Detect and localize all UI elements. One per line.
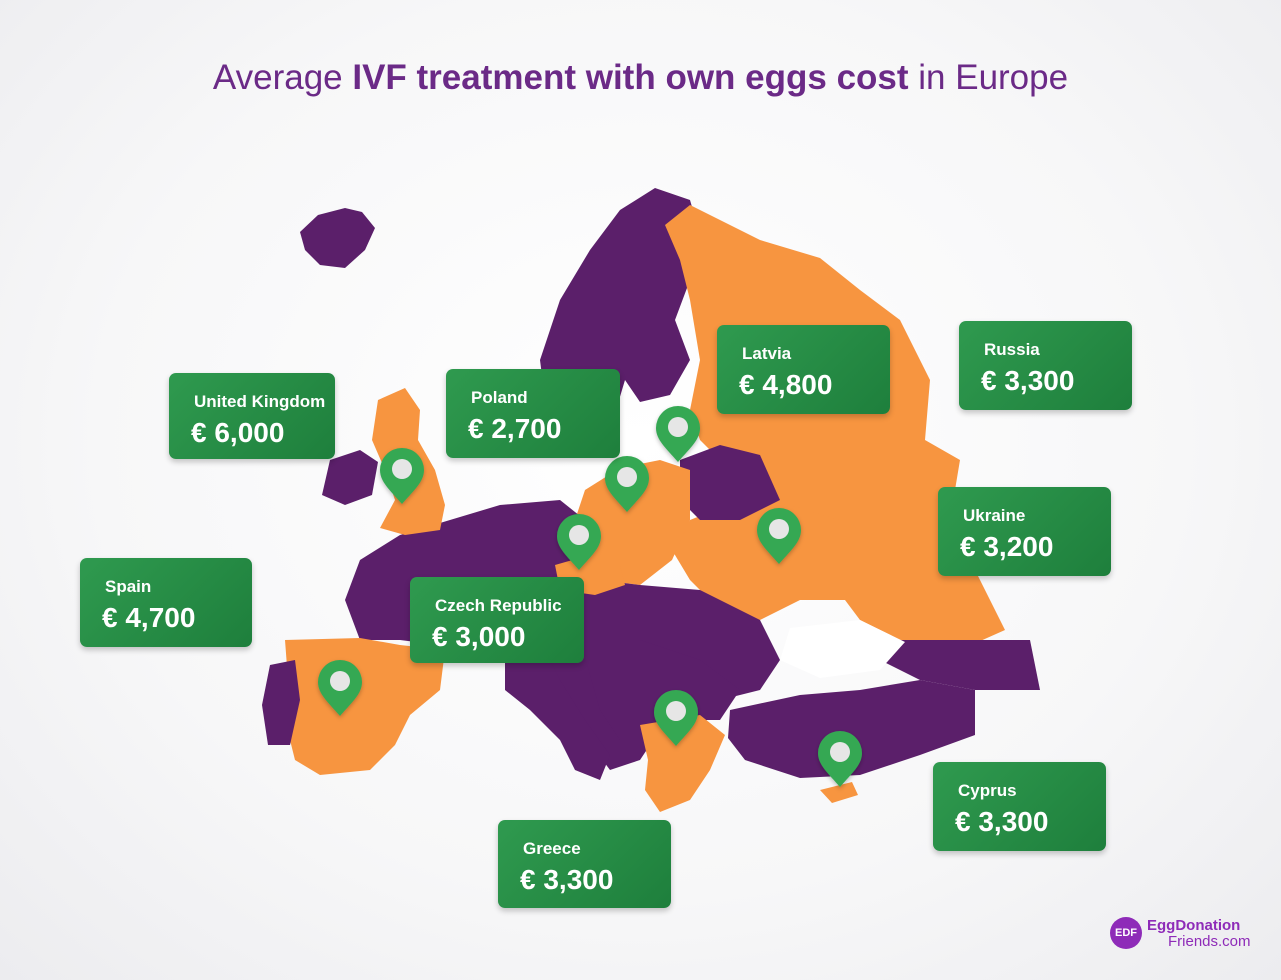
- pin-latvia-icon: [656, 406, 700, 462]
- card-price: € 3,200: [960, 531, 1054, 562]
- card-country: Latvia: [742, 344, 792, 363]
- title-suffix: in Europe: [908, 58, 1069, 97]
- russia-region: [665, 205, 1005, 650]
- page-title: Average IVF treatment with own eggs cost…: [0, 58, 1281, 98]
- card-country: Poland: [471, 388, 528, 407]
- card-price: € 3,300: [981, 365, 1075, 396]
- card-price: € 4,700: [102, 602, 196, 633]
- card-price: € 3,000: [432, 621, 526, 652]
- poland-region: [575, 460, 690, 585]
- card-uk: United Kingdom € 6,000: [169, 373, 335, 459]
- pin-cyprus-icon: [818, 731, 862, 787]
- card-country: Ukraine: [963, 506, 1026, 525]
- card-country: United Kingdom: [194, 392, 326, 411]
- greece-region: [640, 715, 725, 812]
- cyprus-region: [820, 782, 858, 803]
- logo-badge: EDF: [1110, 917, 1142, 949]
- card-price: € 3,300: [955, 806, 1049, 837]
- turkey-region: [728, 680, 975, 778]
- card-ukraine: Ukraine € 3,200: [938, 487, 1111, 576]
- card-price: € 6,000: [191, 417, 285, 448]
- pin-poland-icon: [605, 456, 649, 512]
- card-latvia: Latvia € 4,800: [717, 325, 890, 414]
- logo-line1: EggDonation: [1147, 917, 1241, 934]
- card-greece: Greece € 3,300: [498, 820, 671, 908]
- card-country: Greece: [523, 839, 581, 858]
- card-price: € 4,800: [739, 369, 833, 400]
- card-country: Cyprus: [958, 781, 1017, 800]
- card-russia: Russia € 3,300: [959, 321, 1132, 410]
- card-czech: Czech Republic € 3,000: [410, 577, 584, 663]
- portugal-region: [262, 660, 300, 745]
- caucasus-region: [880, 640, 1040, 690]
- iceland-region: [300, 208, 375, 268]
- pin-ukraine-icon: [757, 508, 801, 564]
- pin-greece-icon: [654, 690, 698, 746]
- logo-line2: Friends.com: [1168, 933, 1251, 950]
- card-spain: Spain € 4,700: [80, 558, 252, 647]
- card-price: € 3,300: [520, 864, 614, 895]
- ireland-region: [322, 450, 378, 505]
- ukraine-region: [672, 500, 870, 620]
- black-sea: [780, 620, 905, 678]
- card-poland: Poland € 2,700: [446, 369, 620, 458]
- brand-logo: EDF EggDonation Friends.com: [1110, 917, 1270, 951]
- pin-spain-icon: [318, 660, 362, 716]
- title-bold: IVF treatment with own eggs cost: [352, 58, 909, 97]
- italy-region: [505, 650, 610, 780]
- card-cyprus: Cyprus € 3,300: [933, 762, 1106, 851]
- title-prefix: Average: [212, 58, 353, 97]
- belarus-region: [680, 445, 780, 520]
- card-country: Spain: [105, 577, 152, 596]
- card-country: Czech Republic: [435, 596, 562, 615]
- card-country: Russia: [984, 340, 1040, 359]
- card-price: € 2,700: [468, 413, 562, 444]
- pin-uk-icon: [380, 448, 424, 504]
- pin-czech-icon: [557, 514, 601, 570]
